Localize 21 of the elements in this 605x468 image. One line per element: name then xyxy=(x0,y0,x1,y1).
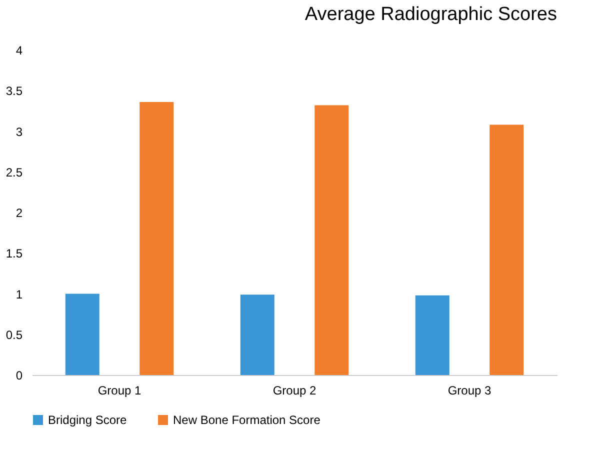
chart-title: Average Radiographic Scores xyxy=(304,4,557,25)
legend-label: New Bone Formation Score xyxy=(173,413,321,427)
y-tick-label: 1.5 xyxy=(6,246,23,261)
bar xyxy=(140,102,174,375)
x-tick-label: Group 3 xyxy=(448,384,492,398)
bar xyxy=(240,294,274,375)
y-tick-label: 2.5 xyxy=(6,165,23,180)
y-tick-label: 1 xyxy=(16,287,23,302)
y-tick-label: 2 xyxy=(16,206,23,220)
bar xyxy=(490,124,524,375)
y-tick-label: 0.5 xyxy=(6,328,23,342)
y-tick-label: 0 xyxy=(16,368,23,382)
bar xyxy=(415,295,450,375)
y-tick-label: 3 xyxy=(16,124,23,139)
x-tick-label: Group 1 xyxy=(98,384,142,398)
y-tick-label: 4 xyxy=(16,44,23,58)
bar xyxy=(314,105,349,375)
y-tick-label: 3.5 xyxy=(6,84,23,98)
x-tick-label: Group 2 xyxy=(272,384,317,398)
legend-label: Bridging Score xyxy=(48,413,128,427)
bar xyxy=(65,294,100,375)
